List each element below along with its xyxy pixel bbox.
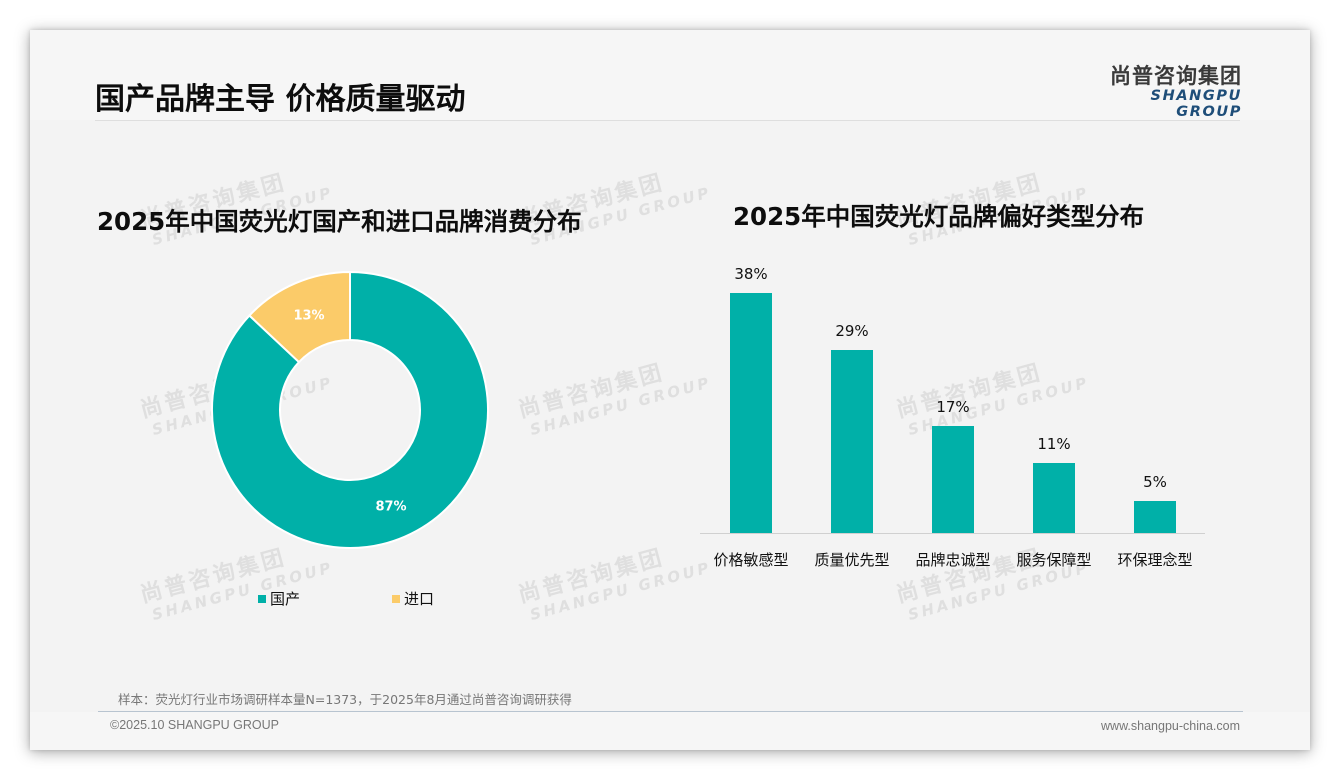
donut-chart: 87% 13% (200, 260, 500, 560)
bar (730, 293, 772, 533)
legend-label-domestic: 国产 (270, 590, 301, 608)
watermark-en: SHANGPU GROUP (528, 558, 714, 625)
legend-label-imported: 进口 (404, 590, 435, 608)
bar-category-label: 质量优先型 (814, 551, 890, 569)
legend-swatch-imported (392, 594, 400, 603)
company-logo: 尚普咨询集团 SHANGPU GROUP (1080, 64, 1242, 120)
bar-value-label: 5% (1143, 473, 1167, 491)
legend-item-domestic: 国产 (258, 588, 300, 609)
website-link[interactable]: www.shangpu-china.com (1101, 719, 1240, 733)
watermark-cn: 尚普咨询集团 (515, 360, 668, 424)
sample-note: 样本：荧光灯行业市场调研样本量N=1373，于2025年8月通过尚普咨询调研获得 (118, 692, 572, 707)
copyright-text: ©2025.10 SHANGPU GROUP (110, 718, 279, 732)
legend-swatch-domestic (258, 594, 266, 603)
logo-en-text: SHANGPU GROUP (1150, 88, 1242, 120)
bar (1134, 501, 1176, 533)
slide: 尚普咨询集团 SHANGPU GROUP 尚普咨询集团 SHANGPU GROUP 尚普… (30, 30, 1310, 750)
bar-category-label: 品牌忠诚型 (915, 551, 991, 569)
donut-svg (211, 270, 489, 549)
header-band (30, 30, 1310, 120)
bar-category-label: 环保理念型 (1117, 551, 1193, 569)
watermark-cn: 尚普咨询集团 (515, 545, 668, 609)
bar (1033, 463, 1075, 533)
watermark-en: SHANGPU GROUP (528, 373, 714, 440)
bar-value-label: 11% (1037, 435, 1071, 453)
bar (831, 350, 873, 533)
bar-chart-title: 2025年中国荧光灯品牌偏好类型分布 (733, 202, 1145, 231)
footer-band (30, 712, 1310, 750)
watermark-en: SHANGPU GROUP (150, 558, 336, 625)
donut-slice-domestic (211, 270, 489, 549)
bar-category-label: 服务保障型 (1016, 551, 1092, 569)
bar-chart: 38% 价格敏感型 29% 质量优先型 17% 品牌忠诚型 11% 服务保障型 5% 环保理念型 (700, 260, 1210, 580)
legend-item-imported: 进口 (392, 588, 434, 609)
bar-value-label: 17% (936, 398, 970, 416)
logo-cn-text: 尚普咨询集团 (1110, 64, 1242, 88)
donut-label-imported: 13% (293, 308, 325, 324)
header-divider (95, 120, 1240, 121)
footer-divider (98, 711, 1243, 712)
bar-value-label: 38% (734, 265, 768, 283)
donut-label-domestic: 87% (375, 499, 407, 515)
donut-slice-imported (247, 270, 351, 364)
bar (932, 426, 974, 533)
x-axis-line (700, 533, 1205, 534)
donut-chart-title: 2025年中国荧光灯国产和进口品牌消费分布 (97, 207, 582, 236)
bar-category-label: 价格敏感型 (713, 551, 789, 569)
page-title: 国产品牌主导 价格质量驱动 (95, 82, 466, 117)
bar-value-label: 29% (835, 322, 869, 340)
